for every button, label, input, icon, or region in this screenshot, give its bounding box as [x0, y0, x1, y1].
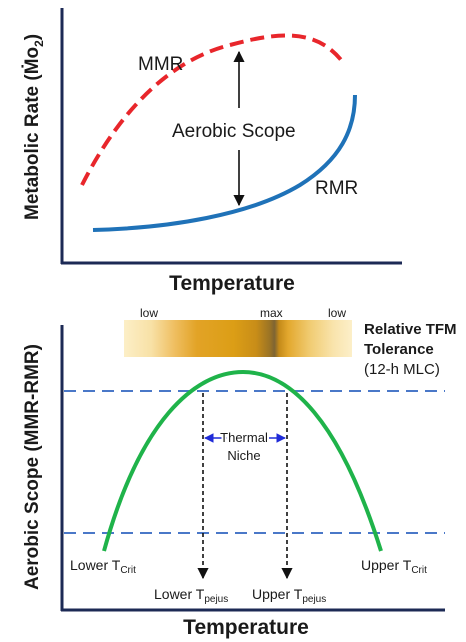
thermal-niche-label-2: Niche — [227, 448, 260, 463]
top-panel: MMR Aerobic Scope RMR Metabolic Rate (Ṁo… — [22, 8, 402, 295]
aerobic-scope-curve — [102, 369, 383, 552]
mmr-curve — [80, 33, 347, 186]
tolerance-sub: (12-h MLC) — [364, 361, 440, 378]
top-x-label: Temperature — [169, 272, 295, 295]
tolerance-title-1: Relative TFM — [364, 321, 457, 338]
scope-label: Aerobic Scope — [172, 121, 296, 142]
gradient-max: max — [260, 306, 283, 320]
thermal-niche-label-1: Thermal — [220, 430, 268, 445]
tolerance-title-2: Tolerance — [364, 341, 434, 358]
gradient-low-left: low — [140, 306, 158, 320]
tfm-gradient-bar — [124, 320, 352, 357]
bottom-y-label: Aerobic Scope (MMR-RMR) — [22, 344, 43, 590]
bottom-panel: low max low Relative TFM Tolerance (12-h… — [22, 306, 457, 639]
mmr-label: MMR — [138, 54, 183, 75]
lower-tcrit-label: Lower TCrit — [70, 557, 136, 576]
top-y-label: Metabolic Rate (Ṁo2) — [22, 34, 46, 220]
lower-tpejus-label: Lower Tpejus — [154, 586, 228, 605]
upper-tcrit-label: Upper TCrit — [361, 557, 427, 576]
upper-tpejus-label: Upper Tpejus — [252, 586, 326, 605]
bottom-x-label: Temperature — [183, 616, 309, 639]
gradient-low-right: low — [328, 306, 346, 320]
rmr-curve — [92, 94, 357, 232]
rmr-label: RMR — [315, 178, 358, 199]
